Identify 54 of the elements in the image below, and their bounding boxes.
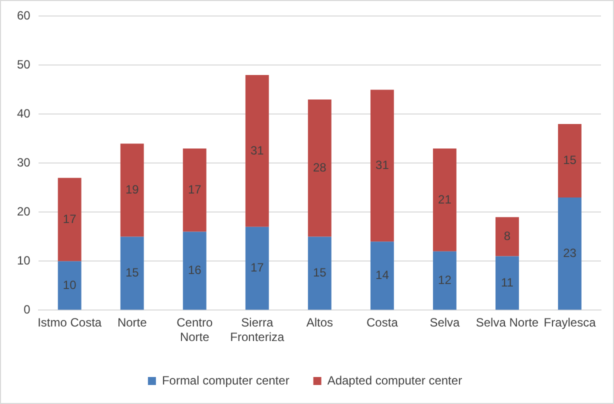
data-label: 21	[438, 192, 452, 206]
data-label: 11	[500, 275, 514, 290]
y-tick-label: 50	[16, 58, 31, 72]
y-tick-label: 10	[16, 254, 31, 268]
data-label: 14	[376, 268, 390, 282]
data-label: 15	[125, 266, 140, 280]
x-tick-label: Altos	[306, 316, 334, 330]
x-tick-label: Costa	[366, 316, 398, 330]
bar	[370, 242, 394, 310]
y-tick-label: 0	[24, 302, 31, 317]
data-label: 17	[188, 182, 202, 196]
bar	[308, 100, 332, 237]
bar	[370, 90, 394, 242]
x-tick-label: Norte	[117, 316, 148, 330]
data-label: 15	[312, 266, 327, 280]
bar	[245, 75, 269, 227]
data-label: 8	[504, 229, 511, 244]
data-label: 12	[438, 272, 452, 287]
y-tick-label: 30	[16, 156, 31, 170]
x-tick-label: Sierra Fronteriza	[230, 316, 284, 344]
bar	[182, 232, 206, 310]
x-tick-label: Selva Norte	[476, 316, 539, 330]
legend-label: Formal computer center	[162, 373, 290, 388]
x-tick-label: Centro Norte	[176, 316, 213, 344]
bar	[58, 261, 82, 310]
y-tick-label: 60	[16, 8, 31, 23]
bar	[432, 251, 456, 310]
data-label: 28	[312, 160, 327, 174]
bar	[120, 144, 144, 237]
bar	[58, 178, 82, 262]
bar	[245, 226, 269, 310]
x-tick-label: Selva	[430, 316, 460, 330]
data-label: 23	[563, 246, 577, 260]
data-label: 10	[62, 278, 77, 292]
data-label: 17	[62, 212, 77, 226]
y-tick-label: 20	[16, 204, 31, 219]
data-label: 19	[125, 182, 140, 196]
bar	[496, 256, 519, 310]
legend-label: Adapted computer center	[327, 373, 462, 388]
bar	[308, 236, 332, 310]
data-label: 31	[376, 158, 390, 172]
data-label: 31	[250, 143, 264, 158]
x-tick-label: Fraylesca	[544, 316, 596, 330]
y-tick-label: 40	[16, 106, 31, 121]
bar	[558, 198, 582, 310]
x-tick-label: Istmo Costa	[38, 316, 102, 330]
bar	[432, 148, 456, 252]
bar	[120, 236, 144, 310]
bar	[496, 217, 519, 256]
data-label: 15	[563, 153, 577, 168]
data-label: 16	[188, 263, 202, 278]
bar	[558, 124, 582, 198]
bar	[182, 148, 206, 232]
data-label: 17	[250, 260, 264, 275]
